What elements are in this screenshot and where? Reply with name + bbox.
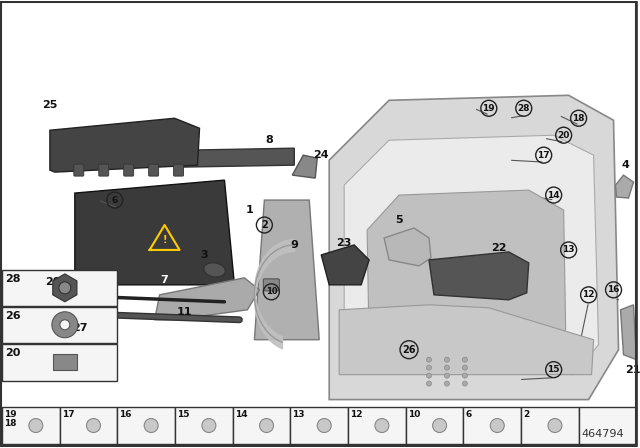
- FancyBboxPatch shape: [463, 407, 521, 444]
- Text: 6: 6: [465, 409, 472, 418]
- Circle shape: [426, 357, 431, 362]
- Text: 6: 6: [111, 196, 118, 205]
- Text: 14: 14: [235, 409, 247, 418]
- FancyBboxPatch shape: [2, 307, 116, 343]
- Text: 2: 2: [523, 409, 529, 418]
- Polygon shape: [180, 148, 294, 167]
- Text: 25: 25: [42, 100, 58, 110]
- Circle shape: [52, 312, 78, 338]
- Text: 10: 10: [408, 409, 420, 418]
- Circle shape: [490, 418, 504, 432]
- Text: 24: 24: [314, 150, 329, 160]
- Text: 16: 16: [607, 285, 620, 294]
- Text: 14: 14: [547, 190, 560, 199]
- Polygon shape: [292, 155, 317, 178]
- Text: 16: 16: [119, 409, 132, 418]
- FancyBboxPatch shape: [2, 270, 116, 306]
- Circle shape: [548, 418, 562, 432]
- Text: 5: 5: [396, 215, 403, 225]
- FancyBboxPatch shape: [521, 407, 579, 444]
- Text: 20: 20: [5, 348, 20, 358]
- Circle shape: [426, 381, 431, 386]
- Circle shape: [462, 373, 467, 378]
- FancyBboxPatch shape: [117, 407, 175, 444]
- Polygon shape: [621, 305, 636, 360]
- Circle shape: [444, 373, 449, 378]
- FancyBboxPatch shape: [406, 407, 463, 444]
- FancyBboxPatch shape: [60, 407, 117, 444]
- FancyBboxPatch shape: [173, 164, 184, 176]
- Text: 2: 2: [261, 220, 268, 230]
- Circle shape: [86, 418, 100, 432]
- Polygon shape: [50, 118, 200, 172]
- Text: 13: 13: [563, 246, 575, 254]
- Circle shape: [444, 365, 449, 370]
- Text: 28: 28: [5, 274, 20, 284]
- Circle shape: [60, 320, 70, 330]
- Text: 18: 18: [572, 114, 585, 123]
- Text: 8: 8: [266, 135, 273, 145]
- FancyBboxPatch shape: [291, 407, 348, 444]
- Circle shape: [444, 357, 449, 362]
- Text: 7: 7: [161, 275, 168, 285]
- FancyBboxPatch shape: [348, 407, 406, 444]
- Text: 27: 27: [72, 323, 88, 333]
- Polygon shape: [321, 245, 369, 285]
- Text: 10: 10: [266, 287, 277, 296]
- FancyBboxPatch shape: [99, 164, 109, 176]
- Circle shape: [202, 418, 216, 432]
- Text: 20: 20: [557, 131, 570, 140]
- Circle shape: [375, 418, 389, 432]
- Circle shape: [462, 365, 467, 370]
- Ellipse shape: [204, 263, 225, 277]
- Text: 22: 22: [491, 243, 506, 253]
- Polygon shape: [329, 95, 618, 400]
- Text: 4: 4: [621, 160, 629, 170]
- Circle shape: [462, 381, 467, 386]
- Polygon shape: [254, 200, 319, 340]
- FancyBboxPatch shape: [74, 164, 84, 176]
- Polygon shape: [75, 180, 234, 285]
- Circle shape: [426, 373, 431, 378]
- FancyBboxPatch shape: [2, 344, 116, 381]
- Text: 19: 19: [483, 104, 495, 113]
- FancyBboxPatch shape: [264, 279, 279, 291]
- Polygon shape: [616, 175, 634, 198]
- Polygon shape: [429, 252, 529, 300]
- Text: 21: 21: [625, 365, 640, 375]
- Text: 9: 9: [291, 240, 298, 250]
- Circle shape: [462, 357, 467, 362]
- FancyBboxPatch shape: [233, 407, 291, 444]
- Circle shape: [433, 418, 447, 432]
- Text: 29: 29: [45, 277, 61, 287]
- Circle shape: [260, 418, 273, 432]
- Circle shape: [59, 282, 71, 294]
- FancyBboxPatch shape: [579, 407, 636, 444]
- Text: 12: 12: [582, 290, 595, 299]
- Text: !: !: [163, 235, 167, 245]
- FancyBboxPatch shape: [124, 164, 134, 176]
- Text: 26: 26: [5, 311, 20, 321]
- Text: 15: 15: [177, 409, 189, 418]
- Text: 464794: 464794: [582, 430, 625, 439]
- Text: 11: 11: [177, 307, 192, 317]
- Polygon shape: [52, 274, 77, 302]
- Text: 3: 3: [201, 250, 209, 260]
- FancyBboxPatch shape: [148, 164, 159, 176]
- Circle shape: [426, 365, 431, 370]
- Polygon shape: [339, 305, 593, 375]
- Text: 13: 13: [292, 409, 305, 418]
- Text: 17: 17: [538, 151, 550, 159]
- Circle shape: [144, 418, 158, 432]
- Text: 19
18: 19 18: [4, 409, 17, 428]
- Text: 12: 12: [350, 409, 363, 418]
- Circle shape: [444, 381, 449, 386]
- Polygon shape: [53, 354, 77, 370]
- Polygon shape: [344, 135, 598, 375]
- Circle shape: [29, 418, 43, 432]
- FancyBboxPatch shape: [2, 407, 60, 444]
- Polygon shape: [155, 278, 259, 320]
- Text: 15: 15: [547, 365, 560, 374]
- Text: 28: 28: [518, 104, 530, 113]
